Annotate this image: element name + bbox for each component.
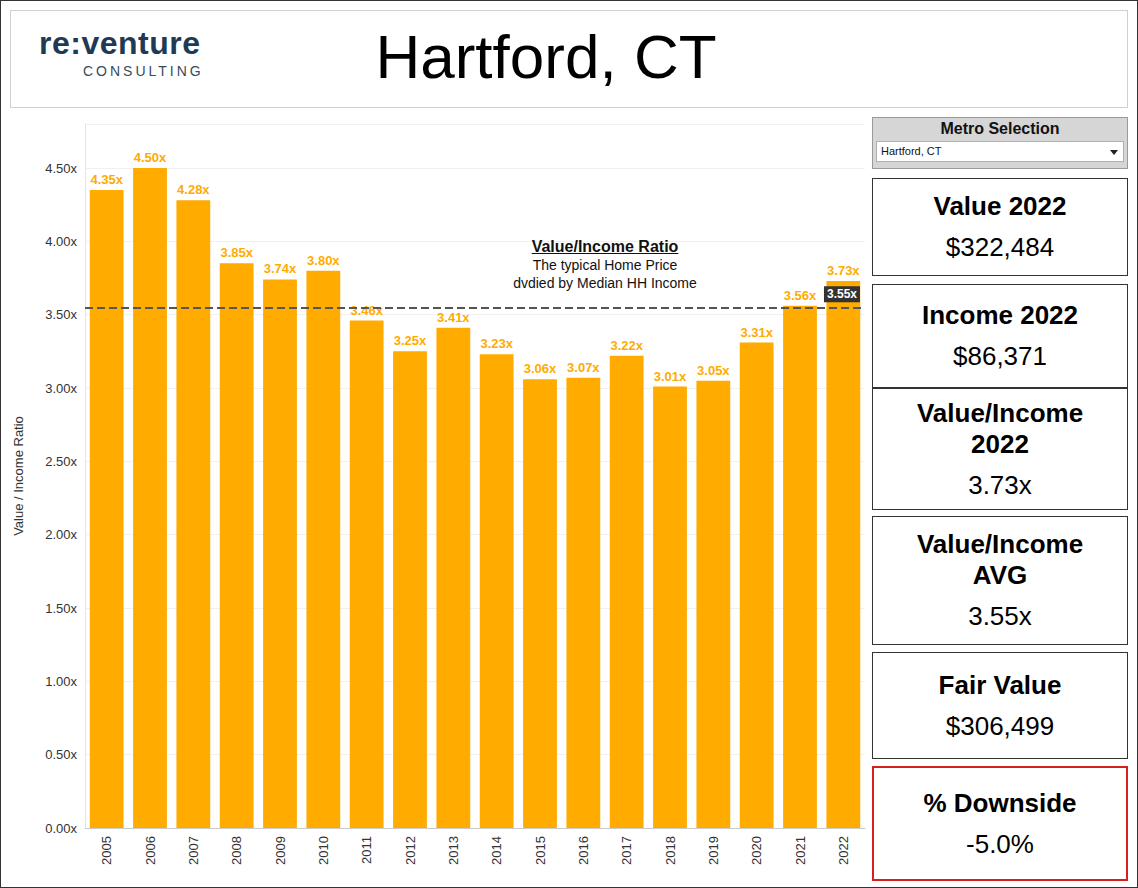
svg-text:3.50x: 3.50x — [45, 307, 77, 322]
svg-text:4.35x: 4.35x — [90, 172, 123, 187]
html-text:2022: 2022 — [971, 428, 1029, 459]
html-text:$86,371: $86,371 — [953, 341, 1047, 371]
svg-text:3.80x: 3.80x — [307, 253, 340, 268]
html-text:3.55x: 3.55x — [968, 601, 1032, 631]
html-text:Value/Income: Value/Income — [916, 529, 1084, 559]
svg-text:3.74x: 3.74x — [264, 261, 297, 276]
html-text:The typical Home Price: The typical Home Price — [532, 257, 678, 273]
html-text:Income 2022: Income 2022 — [922, 300, 1078, 330]
svg-text:2015: 2015 — [533, 836, 548, 865]
html-text:AVG: AVG — [972, 560, 1028, 590]
svg-text:3.55x: 3.55x — [827, 287, 857, 301]
svg-text:2006: 2006 — [143, 836, 158, 865]
svg-text:3.07x: 3.07x — [567, 360, 600, 375]
svg-text:4.28x: 4.28x — [177, 182, 210, 197]
svg-text:4.00x: 4.00x — [45, 234, 77, 249]
html-text:Value/Income Ratio: Value/Income Ratio — [531, 238, 679, 255]
svg-text:2010: 2010 — [316, 836, 331, 865]
svg-text:4.50x: 4.50x — [45, 161, 77, 176]
html-text:Value/Income: Value/Income — [916, 397, 1084, 428]
html-text:Fair Value: Fair Value — [938, 669, 1062, 700]
svg-text:2008: 2008 — [229, 836, 244, 865]
svg-text:2021: 2021 — [793, 836, 808, 865]
svg-text:2019: 2019 — [706, 836, 721, 865]
svg-text:2005: 2005 — [99, 836, 114, 865]
svg-text:2.00x: 2.00x — [45, 527, 77, 542]
svg-text:3.25x: 3.25x — [394, 333, 427, 348]
svg-text:3.00x: 3.00x — [45, 381, 77, 396]
svg-text:2009: 2009 — [273, 836, 288, 865]
svg-text:1.00x: 1.00x — [45, 674, 77, 689]
html-text:Hartford, CT: Hartford, CT — [881, 145, 942, 157]
html-text:-5.0%: -5.0% — [966, 828, 1034, 859]
html-text:% Downside: % Downside — [923, 787, 1077, 818]
html-text:Metro Selection: Metro Selection — [940, 120, 1060, 137]
svg-text:3.56x: 3.56x — [784, 288, 817, 303]
html-text:re:venture: re:venture — [39, 25, 201, 61]
svg-text:3.22x: 3.22x — [610, 338, 643, 353]
html-text:dvdied by Median HH Income: dvdied by Median HH Income — [513, 275, 697, 291]
svg-text:3.06x: 3.06x — [524, 361, 557, 376]
svg-text:2017: 2017 — [619, 836, 634, 865]
svg-text:3.41x: 3.41x — [437, 310, 470, 325]
html-text:CONSULTING: CONSULTING — [83, 63, 204, 79]
svg-text:2012: 2012 — [403, 836, 418, 865]
html-text:$322,484: $322,484 — [945, 232, 1055, 262]
svg-text:2011: 2011 — [359, 836, 374, 864]
svg-text:3.73x: 3.73x — [827, 263, 860, 278]
svg-text:2007: 2007 — [186, 836, 201, 865]
svg-text:2016: 2016 — [576, 836, 591, 865]
svg-text:0.50x: 0.50x — [45, 747, 77, 762]
svg-text:2022: 2022 — [836, 836, 851, 865]
html-text:Value 2022: Value 2022 — [933, 191, 1067, 221]
svg-text:4.50x: 4.50x — [134, 150, 167, 165]
svg-text:3.31x: 3.31x — [740, 325, 773, 340]
svg-text:2018: 2018 — [663, 836, 678, 865]
svg-text:3.05x: 3.05x — [697, 363, 730, 378]
svg-text:2020: 2020 — [749, 836, 764, 865]
svg-text:2014: 2014 — [489, 836, 504, 865]
svg-text:1.50x: 1.50x — [45, 601, 77, 616]
svg-text:3.85x: 3.85x — [220, 245, 253, 260]
svg-text:3.01x: 3.01x — [654, 369, 687, 384]
svg-text:2.50x: 2.50x — [45, 454, 77, 469]
svg-text:2013: 2013 — [446, 836, 461, 865]
html-text:3.73x: 3.73x — [968, 469, 1032, 500]
svg-text:3.46x: 3.46x — [350, 303, 383, 318]
svg-text:Value / Income Ratio: Value / Income Ratio — [11, 416, 26, 536]
html-text:$306,499: $306,499 — [945, 710, 1055, 741]
svg-text:3.23x: 3.23x — [480, 336, 513, 351]
html-text:Hartford, CT: Hartford, CT — [375, 22, 717, 91]
svg-text:0.00x: 0.00x — [45, 821, 77, 836]
